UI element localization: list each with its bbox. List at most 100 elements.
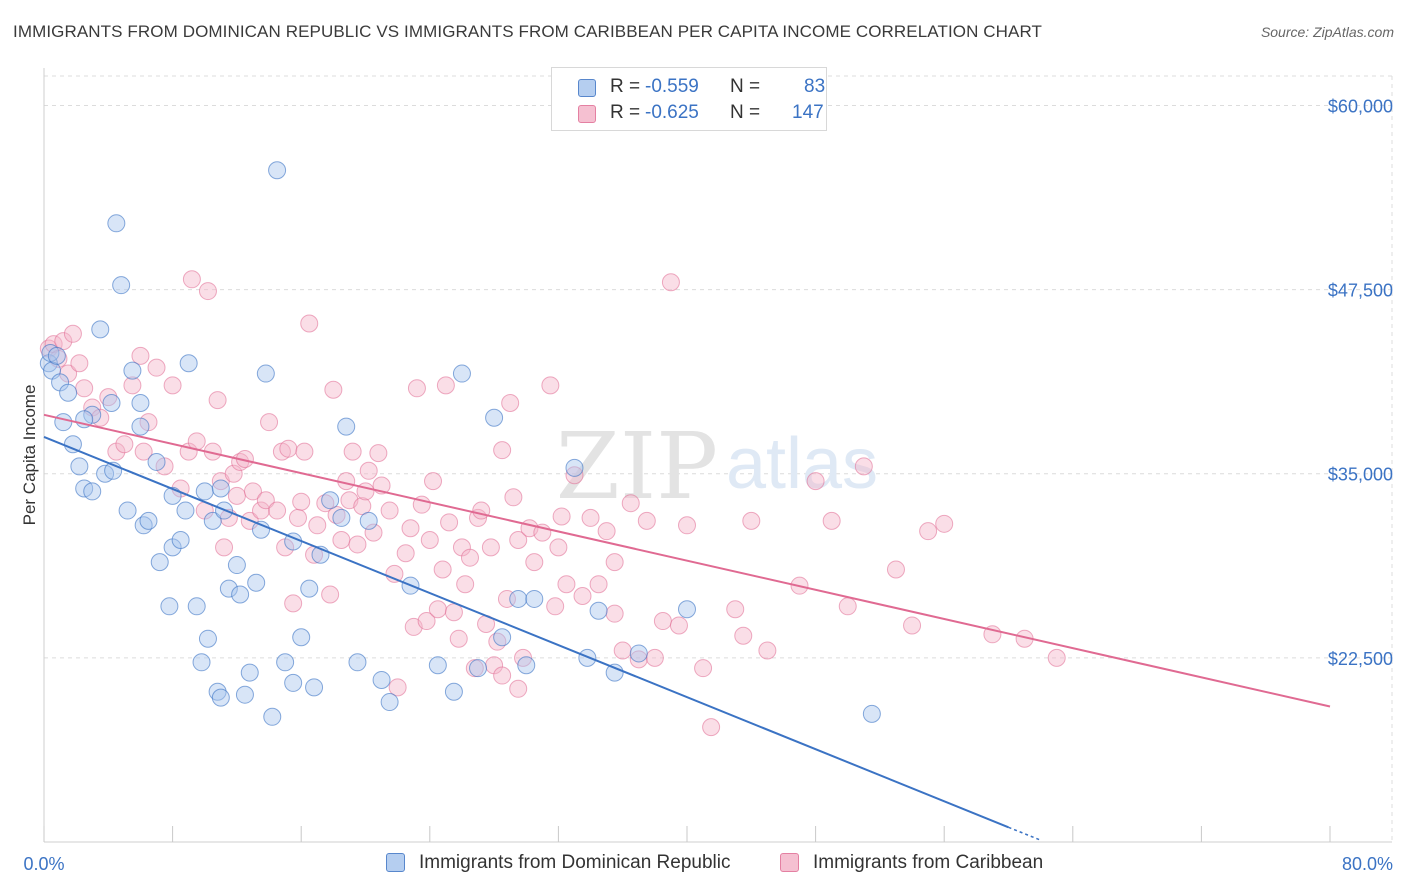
point-dominican — [348, 653, 367, 672]
point-dominican — [452, 364, 471, 383]
point-caribbean — [424, 472, 443, 491]
point-caribbean — [509, 531, 528, 550]
point-dominican — [332, 508, 351, 527]
point-caribbean — [440, 513, 459, 532]
source-credit: Source: ZipAtlas.com — [1260, 24, 1394, 40]
point-caribbean — [854, 457, 873, 476]
point-caribbean — [385, 564, 404, 583]
point-dominican — [305, 678, 324, 697]
point-caribbean — [472, 501, 491, 520]
point-caribbean — [552, 507, 571, 526]
point-dominican — [208, 682, 227, 701]
point-caribbean — [605, 553, 624, 572]
point-caribbean — [292, 492, 311, 511]
point-caribbean — [565, 466, 584, 485]
point-dominican — [444, 682, 463, 701]
axes: $22,500 $35,000 $47,500 $60,000 0.0% 80.0% — [23, 68, 1393, 874]
point-caribbean — [742, 511, 761, 530]
point-caribbean — [456, 575, 475, 594]
y-tick-label: $47,500 — [1328, 281, 1393, 301]
point-caribbean — [645, 648, 664, 667]
point-caribbean — [504, 488, 523, 507]
point-caribbean — [99, 388, 118, 407]
point-caribbean — [115, 435, 134, 454]
point-dominican — [240, 663, 259, 682]
point-dominican — [629, 644, 648, 663]
stats-legend: R = -0.559 N = 83 R = -0.625 N = 147 — [551, 67, 827, 131]
point-caribbean — [525, 553, 544, 572]
watermark-atlas: atlas — [726, 424, 878, 504]
point-dominican — [123, 361, 142, 380]
point-dominican — [211, 688, 230, 707]
point-caribbean — [433, 560, 452, 579]
point-caribbean — [284, 594, 303, 613]
point-dominican — [359, 511, 378, 530]
point-dominican — [198, 629, 217, 648]
point-caribbean — [669, 616, 688, 635]
point-dominican — [247, 573, 266, 592]
point-caribbean — [605, 604, 624, 623]
point-dominican — [203, 511, 222, 530]
series-name: Immigrants from Dominican Republic — [419, 852, 731, 873]
point-caribbean — [131, 346, 150, 365]
point-dominican — [525, 589, 544, 608]
points-caribbean — [39, 270, 1066, 737]
point-dominican — [131, 394, 150, 413]
point-caribbean — [436, 376, 455, 395]
point-caribbean — [935, 514, 954, 533]
point-dominican — [565, 458, 584, 477]
point-dominican — [147, 452, 166, 471]
point-caribbean — [155, 457, 174, 476]
point-dominican — [605, 663, 624, 682]
point-caribbean — [493, 666, 512, 685]
point-caribbean — [163, 376, 182, 395]
point-caribbean — [300, 314, 319, 333]
point-caribbean — [581, 508, 600, 527]
point-caribbean — [260, 413, 279, 432]
point-dominican — [59, 383, 78, 402]
point-dominican — [131, 417, 150, 436]
point-caribbean — [597, 522, 616, 541]
series-swatch-blue — [386, 853, 405, 872]
point-caribbean — [702, 718, 721, 737]
point-caribbean — [493, 441, 512, 460]
point-caribbean — [822, 511, 841, 530]
watermark: ZIP atlas — [556, 413, 878, 520]
point-caribbean — [321, 585, 340, 604]
point-caribbean — [396, 544, 415, 563]
point-caribbean — [726, 600, 745, 619]
point-caribbean — [288, 508, 307, 527]
trend-lines — [43, 413, 1331, 841]
point-dominican — [139, 511, 158, 530]
point-caribbean — [348, 535, 367, 554]
point-caribbean — [903, 616, 922, 635]
point-caribbean — [343, 442, 362, 461]
series-name: Immigrants from Caribbean — [813, 852, 1044, 873]
trend-line-dominican — [43, 435, 1009, 829]
point-caribbean — [332, 531, 351, 550]
point-caribbean — [75, 379, 94, 398]
point-caribbean — [886, 560, 905, 579]
point-dominican — [54, 413, 73, 432]
point-caribbean — [838, 597, 857, 616]
point-dominican — [192, 653, 211, 672]
point-dominican — [428, 656, 447, 675]
point-caribbean — [661, 273, 680, 292]
point-dominican — [47, 346, 66, 365]
point-caribbean — [139, 413, 158, 432]
point-caribbean — [256, 491, 275, 510]
point-caribbean — [678, 516, 696, 535]
legend-swatch-blue — [578, 79, 596, 97]
trend-line-dominican-ext — [1008, 826, 1041, 841]
point-dominican — [118, 501, 137, 520]
point-caribbean — [653, 612, 672, 631]
point-dominican — [292, 628, 311, 647]
point-caribbean — [123, 376, 142, 395]
point-caribbean — [509, 679, 528, 698]
point-dominican — [678, 600, 696, 619]
point-dominican — [195, 482, 214, 501]
legend-r-value: -0.559 — [645, 76, 699, 97]
point-dominican — [83, 405, 102, 424]
point-caribbean — [621, 494, 640, 513]
